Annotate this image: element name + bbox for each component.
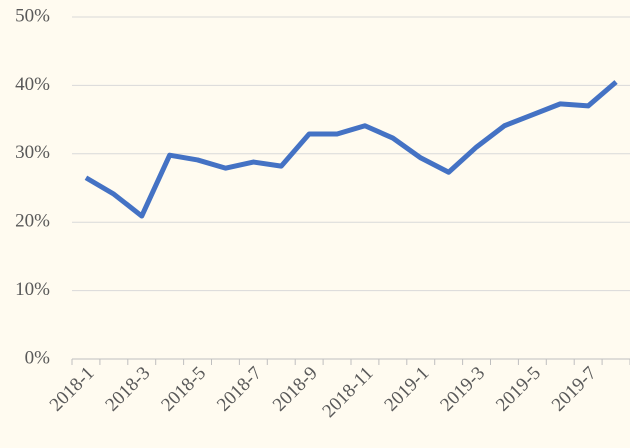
line-series [84,80,618,219]
x-tick-label: 2018-9 [269,363,322,416]
y-tick-label: 10% [15,279,50,300]
x-tick-label: 2019-7 [548,363,601,416]
y-tick-label: 20% [15,211,50,232]
x-tick-label: 2019-5 [492,363,545,416]
y-tick-label: 40% [15,74,50,95]
x-tick-label: 2019-1 [380,363,433,416]
y-tick-label: 50% [15,5,50,26]
x-tick-label: 2018-3 [101,363,154,416]
x-tick-label: 2018-5 [157,363,210,416]
y-tick-label: 0% [25,347,51,368]
x-tick-label: 2019-3 [436,363,489,416]
x-tick-label: 2018-7 [213,363,266,416]
x-tick-label: 2018-11 [318,363,377,422]
x-tick-label: 2018-1 [46,363,99,416]
y-tick-label: 30% [15,142,50,163]
